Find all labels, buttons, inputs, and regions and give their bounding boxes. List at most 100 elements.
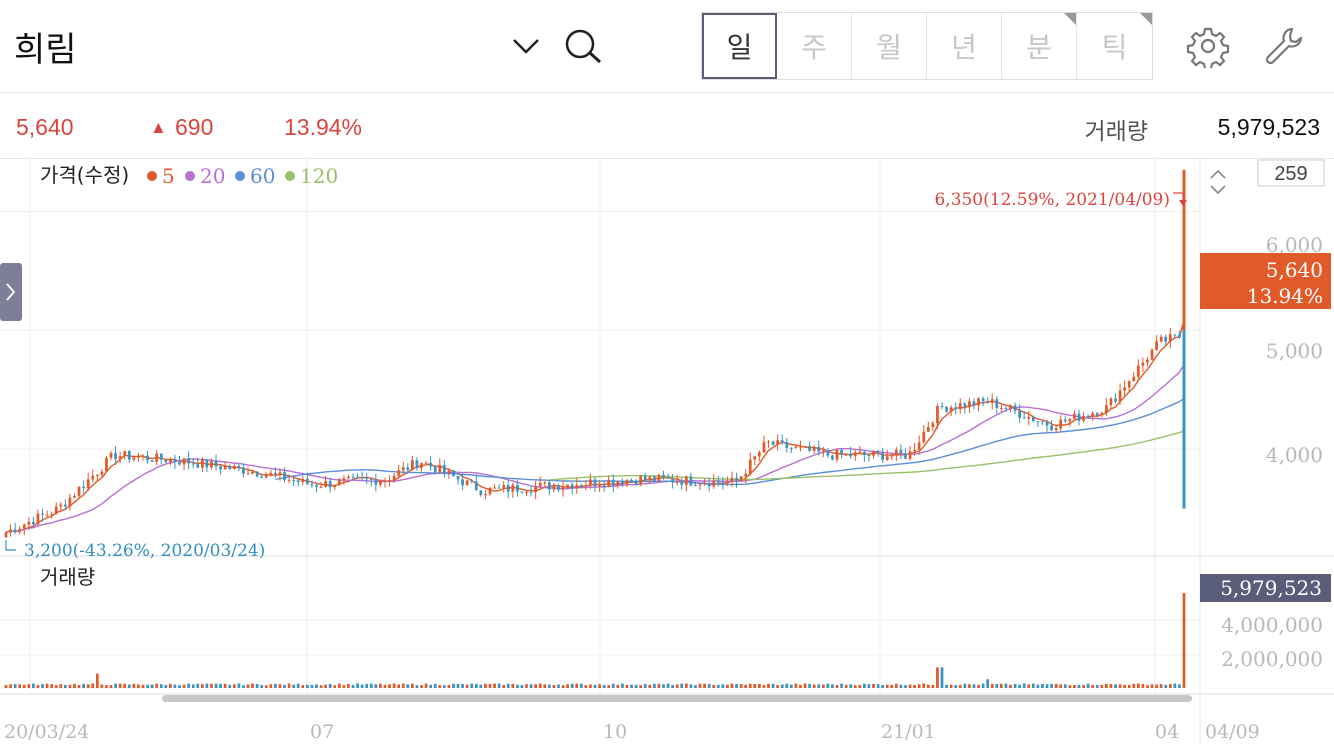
volume-bar [538, 683, 542, 688]
candle-body [730, 477, 734, 482]
volume-bar [155, 683, 159, 688]
volume-bar [388, 684, 391, 688]
candle-body [82, 486, 85, 489]
volume-bar [95, 673, 99, 688]
candle-body [237, 465, 241, 468]
horizontal-scrollbar[interactable] [162, 695, 1192, 702]
candle-body [703, 483, 706, 485]
volume-bar [840, 683, 843, 688]
candle-body [799, 446, 802, 448]
volume-bar [109, 685, 113, 688]
tab-day[interactable]: 일 [702, 13, 777, 79]
tab-week[interactable]: 주 [777, 13, 852, 79]
volume-bar [269, 684, 273, 688]
volume-bar [735, 683, 738, 688]
volume-bar [876, 684, 880, 688]
candle-body [913, 449, 916, 452]
volume-panel-title: 거래량 [40, 565, 95, 589]
candle-body [1073, 413, 1076, 419]
volume-bar [579, 683, 583, 688]
candle-body [173, 459, 177, 463]
volume-bar [547, 684, 551, 688]
candle-body [812, 447, 816, 451]
gear-icon[interactable] [1186, 24, 1230, 71]
side-panel-toggle[interactable] [0, 263, 22, 321]
candle-body [465, 480, 469, 486]
candle-body [264, 474, 268, 478]
candle-body [589, 479, 592, 486]
candle-body [858, 451, 862, 453]
tab-month[interactable]: 월 [852, 13, 927, 79]
search-icon[interactable] [560, 24, 604, 68]
candle-body [32, 521, 35, 525]
volume-bar [940, 667, 944, 688]
candle-body [287, 479, 291, 481]
volume-bar [178, 685, 181, 688]
candle-body [169, 459, 172, 463]
volume-bar [347, 684, 350, 688]
volume-bar [278, 684, 282, 688]
volume-bar [1036, 684, 1040, 688]
candle-body [684, 476, 688, 485]
candle-body [990, 399, 994, 403]
candle-body [547, 482, 551, 490]
volume-bar [287, 683, 291, 688]
volume-bar [922, 683, 926, 688]
volume-bar [415, 685, 419, 688]
volume-bar [461, 683, 464, 688]
chart-grid [0, 158, 1200, 694]
volume-bar [315, 684, 318, 688]
volume-bar [27, 684, 31, 688]
candle-body [424, 462, 428, 464]
tab-year[interactable]: 년 [927, 13, 1002, 79]
chevron-down-icon[interactable] [504, 24, 548, 68]
candle-body [785, 442, 789, 448]
wrench-icon[interactable] [1262, 24, 1306, 68]
candle-body [876, 450, 880, 453]
tab-minute[interactable]: 분 [1002, 13, 1077, 79]
volume-bar [593, 684, 597, 688]
candle-body [621, 481, 624, 485]
candle-body [516, 484, 519, 492]
volume-bar [22, 684, 26, 688]
candle-body [283, 472, 286, 480]
up-arrow-icon: ▲ [150, 118, 167, 137]
candle-body [1059, 419, 1063, 429]
volume-bar [196, 683, 200, 688]
volume-bar [406, 684, 410, 688]
candle-body [899, 449, 903, 454]
volume-bar [1031, 683, 1035, 688]
candle-body [374, 479, 378, 485]
candle-body [904, 453, 907, 459]
volume-bar [447, 684, 451, 688]
volume-bar [182, 684, 186, 688]
candle-body [50, 513, 54, 515]
candle-body [347, 476, 350, 479]
volume-bar [1178, 684, 1181, 688]
candle-body [337, 479, 341, 486]
volume-bar [68, 684, 72, 688]
chevron-right-icon [6, 283, 16, 301]
scroll-arrows-icon[interactable] [1210, 169, 1226, 195]
candle-body [305, 478, 309, 485]
volume-bar [442, 685, 446, 688]
volume-bar [392, 683, 396, 688]
candle-body [762, 442, 766, 453]
volume-bar [310, 684, 314, 688]
candle-body [77, 486, 81, 497]
candle-body [894, 449, 898, 456]
volume-bar [369, 683, 373, 688]
candle-body [789, 447, 793, 449]
volume-bar [54, 685, 58, 688]
stock-chart[interactable]: 가격(수정) 5 20 60 120 259 6,000 5,000 4,000… [0, 158, 1334, 750]
candle-body [484, 494, 487, 496]
candle-body [936, 406, 939, 424]
tab-tick[interactable]: 틱 [1077, 13, 1152, 79]
candle-body [41, 513, 44, 515]
candle-body [707, 483, 711, 487]
candle-body [511, 484, 515, 492]
volume-label: 거래량 [1084, 119, 1148, 145]
volume-bar [305, 684, 309, 688]
volume-bar [529, 684, 533, 688]
volume-bar [351, 684, 355, 688]
